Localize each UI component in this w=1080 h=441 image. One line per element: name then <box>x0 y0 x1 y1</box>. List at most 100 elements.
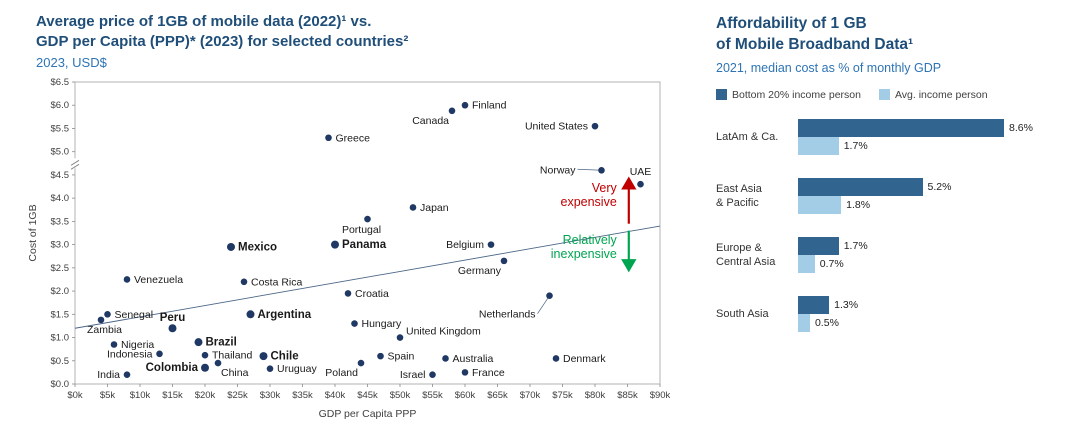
label-leader-line <box>577 168 602 171</box>
scatter-point <box>266 365 274 372</box>
bar <box>798 254 815 273</box>
scatter-title-line2: GDP per Capita (PPP)* (2023) for selecte… <box>36 32 409 50</box>
country-label: Brazil <box>206 337 237 349</box>
scatter-point <box>194 338 203 347</box>
country-label: Japan <box>420 202 449 214</box>
y-tick-label: $4.5 <box>51 170 70 181</box>
bar-row: 1.7% <box>798 136 1076 155</box>
x-tick-label: $80k <box>585 390 606 401</box>
bar-value-label: 1.3% <box>834 298 859 311</box>
y-tick-label: $0.5 <box>51 356 70 367</box>
bar-title: Affordability of 1 GB of Mobile Broadban… <box>716 14 1076 56</box>
bar-category-label: LatAm & Ca. <box>716 130 779 143</box>
legend-label-avg: Avg. income person <box>894 88 988 101</box>
x-tick-label: $50k <box>390 390 411 401</box>
bar-pair: 1.3% 0.5% <box>798 295 1076 332</box>
country-label: Germany <box>458 265 502 277</box>
scatter-point <box>637 180 644 188</box>
scatter-point <box>591 122 599 130</box>
country-label: Australia <box>453 353 494 365</box>
bar <box>798 177 923 196</box>
bar-row: 0.5% <box>798 313 1076 332</box>
scatter-point <box>546 292 553 299</box>
scatter-point <box>396 334 404 341</box>
y-tick-label: $5.5 <box>51 123 70 134</box>
scatter-point <box>325 134 332 141</box>
x-tick-label: $60k <box>455 390 476 401</box>
x-tick-label: $15k <box>162 390 183 401</box>
country-label: Croatia <box>355 288 389 300</box>
bar <box>798 118 1004 137</box>
country-label: Norway <box>540 164 576 176</box>
y-tick-label: $6.5 <box>51 77 70 88</box>
country-label: UAE <box>630 166 652 178</box>
x-tick-label: $75k <box>552 390 573 401</box>
x-tick-label: $30k <box>260 390 281 401</box>
trend-line <box>74 225 661 329</box>
legend-swatch-dark-icon <box>716 89 727 101</box>
scatter-point <box>552 355 560 362</box>
label-leader-line <box>537 295 550 314</box>
scatter-point <box>598 166 605 174</box>
scatter-point <box>461 101 469 109</box>
scatter-point <box>123 371 131 378</box>
scatter-point <box>214 359 222 367</box>
scatter-point <box>110 341 118 348</box>
x-tick-label: $40k <box>325 390 346 401</box>
country-label: Indonesia <box>107 348 153 360</box>
legend-label-bottom20: Bottom 20% income person <box>732 88 861 101</box>
scatter-title: Average price of 1GB of mobile data (202… <box>36 12 696 52</box>
country-label: Uruguay <box>277 363 317 375</box>
x-tick-label: $5k <box>100 390 116 401</box>
x-tick-label: $20k <box>195 390 216 401</box>
bar-value-label: 1.7% <box>843 139 868 152</box>
scatter-chart: $0.0 $0.5 $1.0 $1.5 $2.0 $2.5 $3.0 $3.5 $4.0 $4.5… <box>27 77 671 420</box>
x-tick-label: $25k <box>227 390 248 401</box>
axis-break-icon <box>70 159 80 166</box>
country-label: Peru <box>160 312 186 324</box>
country-label: United Kingdom <box>406 325 481 337</box>
bar <box>798 236 839 255</box>
bar-pair: 8.6% 1.7% <box>798 118 1076 155</box>
scatter-point <box>377 352 384 360</box>
bar-row: 1.8% <box>798 195 1076 214</box>
scatter-point <box>351 320 358 327</box>
country-label: Belgium <box>446 239 484 251</box>
scatter-point <box>344 289 352 297</box>
bar-value-label: 0.5% <box>814 316 839 329</box>
bar-title-line1: Affordability of 1 GB <box>716 15 867 32</box>
bar <box>798 295 830 314</box>
bar-panel: Affordability of 1 GB of Mobile Broadban… <box>716 14 1076 355</box>
country-label: Senegal <box>115 309 154 321</box>
country-label: Finland <box>472 100 507 112</box>
scatter-point <box>448 107 456 114</box>
scatter-point <box>364 215 371 223</box>
scatter-point <box>357 359 365 367</box>
bar-value-label: 1.8% <box>846 198 871 211</box>
country-label: Portugal <box>342 224 381 236</box>
y-tick-label: $1.5 <box>51 309 70 320</box>
relatively-inexpensive-label: Relatively inexpensive <box>551 233 618 261</box>
country-label: France <box>472 367 505 379</box>
x-tick-label: $85k <box>617 390 638 401</box>
scatter-point <box>259 351 268 360</box>
country-label: Denmark <box>563 353 606 365</box>
bar-value-label: 0.7% <box>819 257 844 270</box>
y-axis-title: Cost of 1GB <box>27 204 39 261</box>
scatter-point <box>201 351 209 359</box>
bar-group: LatAm & Ca. 8.6% 1.7% <box>716 118 1076 155</box>
bar-row: 5.2% <box>798 177 1076 196</box>
x-tick-label: $45k <box>357 390 378 401</box>
country-label: United States <box>525 121 588 133</box>
country-label: Zambia <box>87 324 122 336</box>
legend: Bottom 20% income person Avg. income per… <box>716 89 1076 101</box>
bar-group: Europe & Central Asia 1.7% 0.7% <box>716 236 1076 273</box>
scatter-point <box>97 316 105 324</box>
legend-swatch-light-icon <box>878 89 890 101</box>
x-tick-label: $90k <box>650 390 671 401</box>
bar-category-label: South Asia <box>716 307 769 320</box>
bar <box>798 136 839 155</box>
bar <box>798 195 842 214</box>
country-label: Costa Rica <box>251 276 303 288</box>
y-tick-label: $3.5 <box>51 216 70 227</box>
